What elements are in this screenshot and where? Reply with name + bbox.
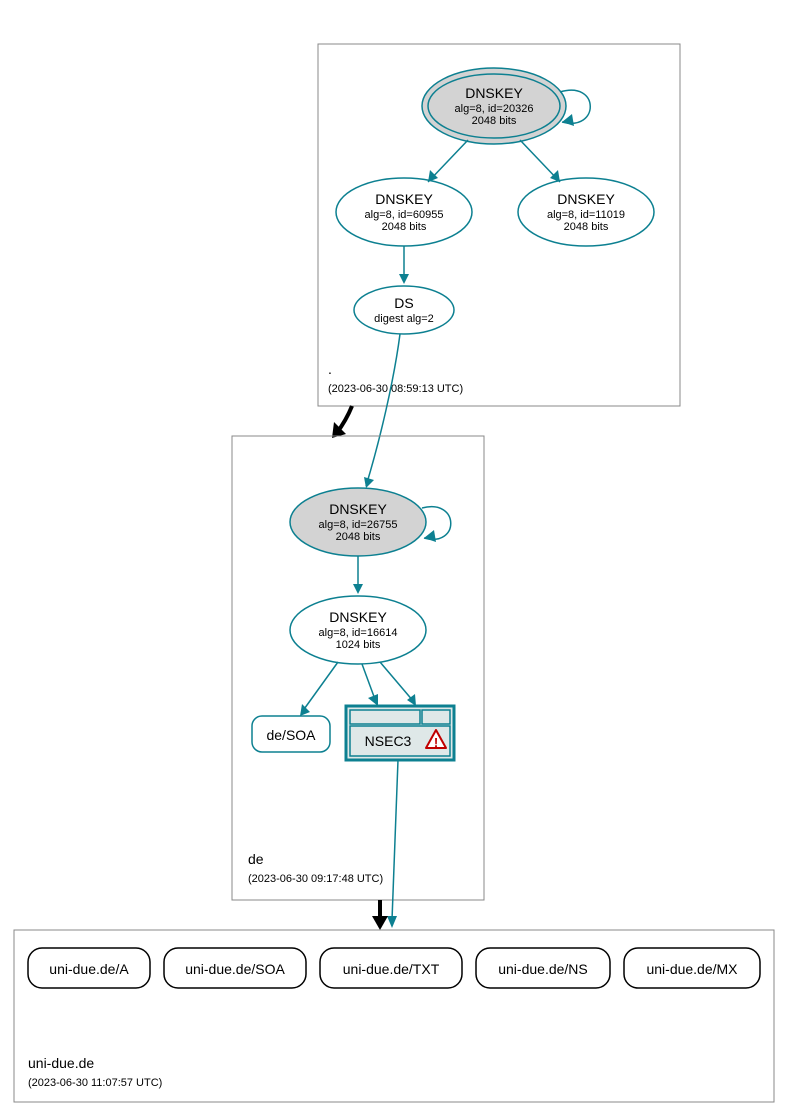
node-de-zsk: DNSKEY alg=8, id=16614 1024 bits <box>290 596 426 664</box>
svg-text:alg=8, id=26755: alg=8, id=26755 <box>319 519 398 531</box>
svg-text:alg=8, id=60955: alg=8, id=60955 <box>365 209 444 221</box>
svg-text:DNSKEY: DNSKEY <box>375 191 433 207</box>
edge-nsec3-to-unidue <box>392 760 398 920</box>
zone-de-name: de <box>248 851 264 867</box>
svg-text:alg=8, id=16614: alg=8, id=16614 <box>319 627 398 639</box>
svg-text:DNSKEY: DNSKEY <box>329 609 387 625</box>
node-de-ksk: DNSKEY alg=8, id=26755 2048 bits <box>290 488 451 556</box>
svg-text:2048 bits: 2048 bits <box>564 221 609 233</box>
node-de-soa: de/SOA <box>252 716 330 752</box>
node-de-nsec3: NSEC3 ! <box>346 706 454 760</box>
svg-text:DNSKEY: DNSKEY <box>329 501 387 517</box>
zone-unidue-time: (2023-06-30 11:07:57 UTC) <box>28 1077 162 1089</box>
node-root-zsk1: DNSKEY alg=8, id=60955 2048 bits <box>336 178 472 246</box>
node-root-zsk2: DNSKEY alg=8, id=11019 2048 bits <box>518 178 654 246</box>
zone-unidue-name: uni-due.de <box>28 1055 94 1071</box>
svg-text:1024 bits: 1024 bits <box>336 639 381 651</box>
svg-text:uni-due.de/MX: uni-due.de/MX <box>646 961 738 977</box>
leaf-txt: uni-due.de/TXT <box>320 948 462 988</box>
svg-text:DS: DS <box>394 295 413 311</box>
svg-text:DNSKEY: DNSKEY <box>465 85 523 101</box>
svg-text:2048 bits: 2048 bits <box>472 115 517 127</box>
zone-de-time: (2023-06-30 09:17:48 UTC) <box>248 873 383 885</box>
leaf-mx: uni-due.de/MX <box>624 948 760 988</box>
edge-ds-to-de-ksk <box>366 334 400 486</box>
svg-text:!: ! <box>434 735 438 750</box>
node-root-ksk: DNSKEY alg=8, id=20326 2048 bits <box>422 68 590 144</box>
leaf-ns: uni-due.de/NS <box>476 948 610 988</box>
svg-text:NSEC3: NSEC3 <box>365 733 412 749</box>
leaf-a: uni-due.de/A <box>28 948 150 988</box>
svg-text:uni-due.de/A: uni-due.de/A <box>49 961 129 977</box>
svg-text:digest alg=2: digest alg=2 <box>374 313 434 325</box>
svg-text:2048 bits: 2048 bits <box>336 531 381 543</box>
svg-text:de/SOA: de/SOA <box>266 727 316 743</box>
node-root-ds: DS digest alg=2 <box>354 286 454 334</box>
svg-text:uni-due.de/SOA: uni-due.de/SOA <box>185 961 285 977</box>
svg-text:2048 bits: 2048 bits <box>382 221 427 233</box>
svg-text:DNSKEY: DNSKEY <box>557 191 615 207</box>
svg-text:uni-due.de/NS: uni-due.de/NS <box>498 961 588 977</box>
zone-root-name: . <box>328 361 332 377</box>
zone-root-time: (2023-06-30 08:59:13 UTC) <box>328 383 463 395</box>
svg-text:uni-due.de/TXT: uni-due.de/TXT <box>343 961 440 977</box>
dnssec-diagram: . (2023-06-30 08:59:13 UTC) DNSKEY alg=8… <box>0 0 787 1117</box>
leaf-soa: uni-due.de/SOA <box>164 948 306 988</box>
svg-text:alg=8, id=20326: alg=8, id=20326 <box>455 103 534 115</box>
svg-text:alg=8, id=11019: alg=8, id=11019 <box>547 209 625 221</box>
